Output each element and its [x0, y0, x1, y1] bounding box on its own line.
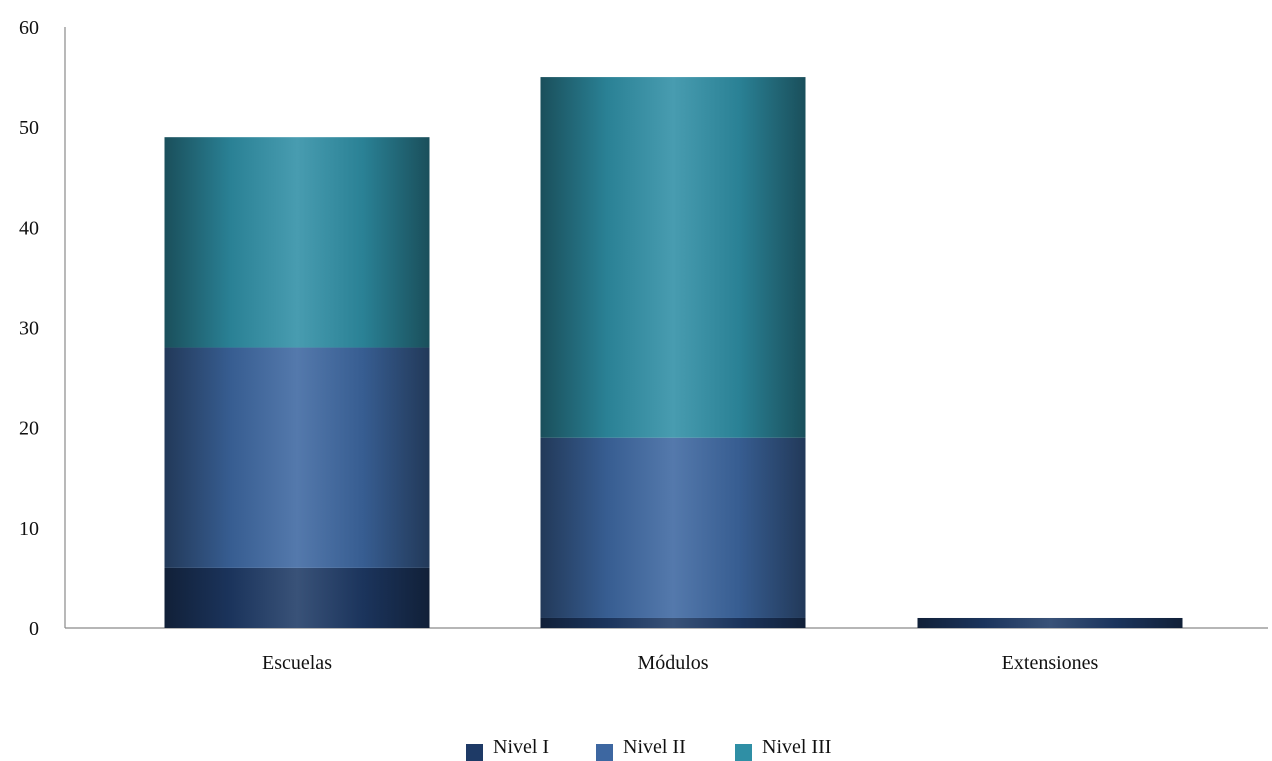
- bar-segment: [164, 137, 430, 348]
- legend-label: Nivel I: [493, 736, 549, 758]
- y-tick-label: 40: [19, 217, 39, 239]
- y-tick-label: 20: [19, 418, 39, 440]
- bar-segment: [540, 437, 806, 618]
- bar-segment: [540, 77, 806, 438]
- legend-label: Nivel III: [762, 736, 831, 758]
- bar-segment: [164, 567, 430, 628]
- category-labels: Escuelas Módulos Extensiones: [262, 652, 1099, 674]
- bar-segment: [164, 347, 430, 568]
- y-tick-label: 50: [19, 117, 39, 139]
- bars: [164, 77, 1183, 628]
- x-category-label: Módulos: [637, 652, 708, 674]
- x-category-label: Escuelas: [262, 652, 332, 674]
- bar-segment: [540, 617, 806, 628]
- legend: Nivel I Nivel II Nivel III: [466, 736, 831, 761]
- x-category-label: Extensiones: [1002, 652, 1099, 674]
- y-tick-label: 0: [29, 618, 39, 640]
- y-tick-label: 60: [19, 17, 39, 39]
- bar-segment: [917, 617, 1183, 628]
- legend-swatch: [466, 744, 483, 761]
- legend-swatch: [735, 744, 752, 761]
- y-tick-labels: 0 10 20 30 40 50 60: [19, 17, 39, 640]
- legend-swatch: [596, 744, 613, 761]
- y-tick-label: 30: [19, 318, 39, 340]
- legend-label: Nivel II: [623, 736, 686, 758]
- y-tick-label: 10: [19, 518, 39, 540]
